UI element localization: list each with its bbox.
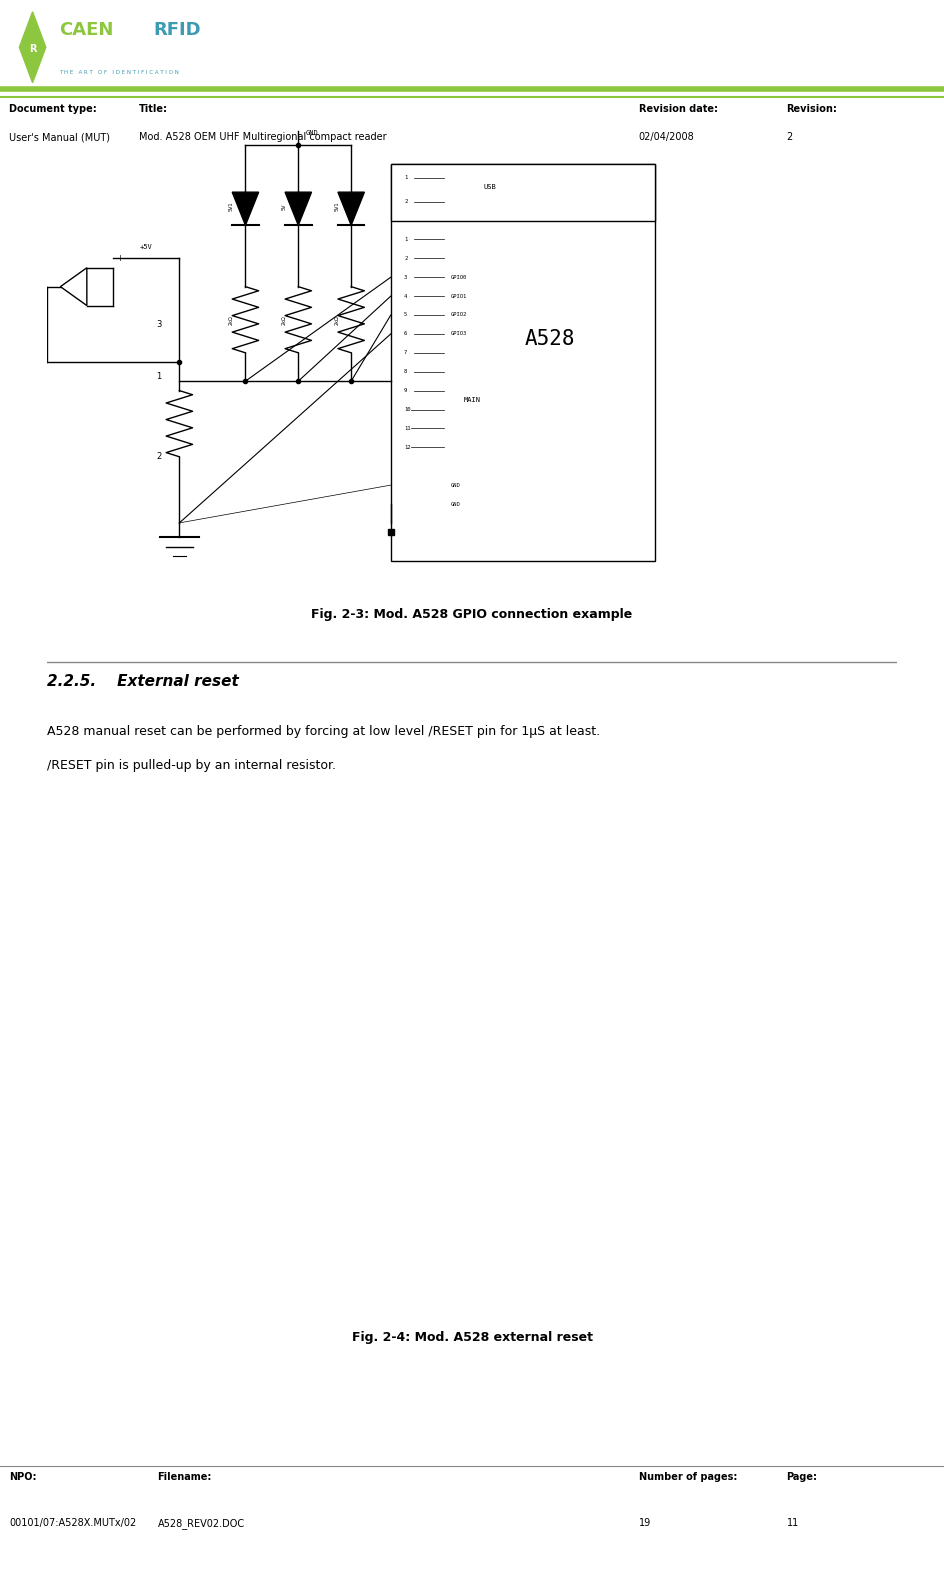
Text: 3: 3: [404, 274, 407, 280]
Text: 2: 2: [404, 255, 407, 261]
Text: Page:: Page:: [786, 1473, 818, 1482]
Text: T H E   A R T   O F   I D E N T I F I C A T I O N: T H E A R T O F I D E N T I F I C A T I …: [59, 69, 178, 76]
Text: Fig. 2-3: Mod. A528 GPIO connection example: Fig. 2-3: Mod. A528 GPIO connection exam…: [312, 608, 632, 621]
Text: A528_REV02.DOC: A528_REV02.DOC: [158, 1518, 244, 1529]
Text: GPIO2: GPIO2: [450, 312, 466, 318]
Text: 1: 1: [404, 236, 407, 243]
Text: 10: 10: [404, 406, 411, 413]
Text: 2.2.5.    External reset: 2.2.5. External reset: [47, 674, 239, 690]
Text: 5V1: 5V1: [229, 202, 234, 211]
Polygon shape: [232, 192, 259, 225]
Text: 9: 9: [404, 387, 407, 394]
Text: 02/04/2008: 02/04/2008: [638, 132, 694, 142]
Text: 2kΩ: 2kΩ: [229, 315, 234, 324]
Text: Filename:: Filename:: [158, 1473, 211, 1482]
Text: NPO:: NPO:: [9, 1473, 37, 1482]
Text: Number of pages:: Number of pages:: [638, 1473, 737, 1482]
Polygon shape: [338, 192, 364, 225]
Text: Revision date:: Revision date:: [638, 104, 717, 113]
Text: +5V: +5V: [140, 244, 153, 250]
Text: USB: USB: [483, 184, 497, 191]
Text: MAIN: MAIN: [464, 397, 480, 403]
Text: 12: 12: [404, 444, 411, 450]
Text: A528 manual reset can be performed by forcing at low level /RESET pin for 1μS at: A528 manual reset can be performed by fo…: [47, 724, 600, 737]
Text: 1: 1: [404, 175, 407, 181]
Text: 2kΩ: 2kΩ: [281, 315, 287, 324]
Text: Fig. 2-4: Mod. A528 external reset: Fig. 2-4: Mod. A528 external reset: [351, 1331, 593, 1343]
Text: GPIO0: GPIO0: [450, 274, 466, 280]
Text: 11: 11: [786, 1518, 799, 1528]
Polygon shape: [285, 192, 312, 225]
Text: 11: 11: [404, 425, 411, 432]
Text: GND: GND: [450, 482, 460, 488]
Text: 19: 19: [638, 1518, 650, 1528]
Text: +: +: [117, 254, 124, 263]
Text: GPIO1: GPIO1: [450, 293, 466, 299]
Text: 5: 5: [404, 312, 407, 318]
Text: 6: 6: [404, 331, 407, 337]
Bar: [391, 164, 655, 220]
Text: 3: 3: [157, 320, 161, 329]
Text: 2: 2: [786, 132, 793, 142]
Text: Document type:: Document type:: [9, 104, 97, 113]
Polygon shape: [19, 11, 45, 82]
Text: 1: 1: [157, 372, 161, 381]
Text: CAEN: CAEN: [59, 20, 113, 39]
Text: GPIO3: GPIO3: [450, 331, 466, 337]
Text: 2kΩ: 2kΩ: [334, 315, 340, 324]
Text: Title:: Title:: [139, 104, 168, 113]
Text: GND: GND: [450, 501, 460, 507]
Text: A528: A528: [524, 329, 575, 348]
Text: /RESET pin is pulled-up by an internal resistor.: /RESET pin is pulled-up by an internal r…: [47, 759, 336, 772]
Text: GND: GND: [305, 131, 318, 137]
Text: R: R: [29, 44, 36, 54]
Text: Mod. A528 OEM UHF Multiregional compact reader: Mod. A528 OEM UHF Multiregional compact …: [139, 132, 387, 142]
Text: User's Manual (MUT): User's Manual (MUT): [9, 132, 110, 142]
Text: 2: 2: [157, 452, 161, 461]
Text: 00101/07:A528X.MUTx/02: 00101/07:A528X.MUTx/02: [9, 1518, 137, 1528]
Text: 2: 2: [404, 198, 407, 205]
Text: 4: 4: [404, 293, 407, 299]
Bar: [391, 164, 655, 561]
Text: Revision:: Revision:: [786, 104, 837, 113]
Text: 8: 8: [404, 369, 407, 375]
Text: 5V: 5V: [281, 203, 287, 209]
Text: 5V1: 5V1: [334, 202, 340, 211]
Text: RFID: RFID: [153, 20, 201, 39]
Text: 7: 7: [404, 350, 407, 356]
